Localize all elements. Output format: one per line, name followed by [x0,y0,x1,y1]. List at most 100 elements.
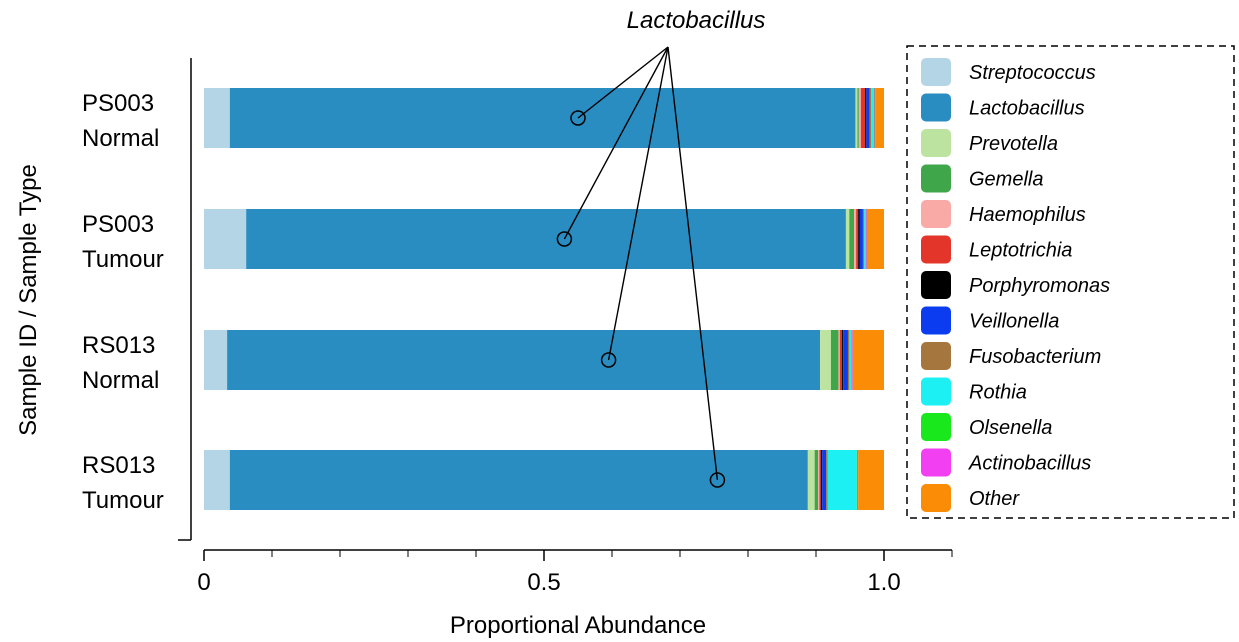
bar-segment-porphyromonas-3 [820,450,823,510]
bar-segment-haemophilus-3 [818,450,820,510]
annotation-leader-line [563,46,669,240]
bar-segment-other-2 [852,330,884,390]
legend-swatch-lactobacillus [921,93,951,122]
x-axis-title: Proportional Abundance [450,612,706,639]
bar-segment-streptococcus-0 [204,88,230,148]
bar-segment-rothia-1 [864,209,866,269]
bar-segment-haemophilus-2 [838,330,840,390]
bar-segment-fusobacterium-3 [826,450,828,510]
bar-segment-olsenella-1 [865,209,867,269]
category-label-id: PS003 [82,211,154,238]
legend-label-veillonella: Veillonella [969,311,1059,333]
bar-segment-lactobacillus-0 [229,88,856,148]
bar-segment-rothia-0 [871,88,874,148]
legend-label-porphyromonas: Porphyromonas [969,275,1110,297]
legend-label-streptococcus: Streptococcus [969,62,1096,84]
legend-label-rothia: Rothia [969,382,1027,404]
category-label-type: Normal [82,367,159,394]
bar-segment-porphyromonas-1 [858,209,860,269]
axes-layer: PS003 Normal PS003 Tumour RS013 Normal RS013 Tu… [82,58,953,596]
x-tick-label: 0 [197,569,210,596]
annotation-leader-line [577,46,669,119]
bar-segment-lactobacillus-1 [246,209,846,269]
legend-swatch-leptotrichia [921,235,951,264]
bar-segment-lactobacillus-2 [227,330,821,390]
legend: Streptococcus Lactobacillus Prevotella Geme… [906,45,1235,519]
annotation-leader-line [667,46,719,481]
legend-swatch-haemophilus [921,200,951,228]
category-label-id: PS003 [82,90,154,117]
bar-segment-leptotrichia-2 [839,330,842,390]
bars-layer [204,88,884,510]
legend-swatch-rothia [921,377,951,406]
category-label-id: RS013 [82,332,155,359]
legend-swatch-prevotella [921,129,951,157]
annotation-marker [570,110,586,126]
bar-segment-porphyromonas-2 [841,330,844,390]
bar-segment-leptotrichia-3 [819,450,821,510]
bar-segment-gemella-1 [849,209,855,269]
annotation-marker [600,352,617,368]
bar-segment-actinobacillus-3 [857,450,859,510]
legend-label-prevotella: Prevotella [969,133,1058,155]
bar-segment-leptotrichia-0 [860,88,865,148]
legend-swatch-veillonella [921,306,951,335]
bar-segment-streptococcus-1 [204,209,247,269]
bar-segment-fusobacterium-0 [869,88,872,148]
category-label-id: RS013 [82,452,155,479]
legend-swatch-fusobacterium [921,342,951,370]
bar-segment-veillonella-0 [866,88,870,148]
bar-segment-haemophilus-0 [858,88,861,148]
legend-swatch-other [921,484,951,512]
x-tick-label: 0.5 [527,569,560,596]
bar-segment-other-3 [858,450,884,510]
annotation-layer [556,46,726,488]
legend-label-olsenella: Olsenella [969,417,1052,439]
bar-segment-olsenella-0 [873,88,875,148]
bar-segment-prevotella-0 [855,88,858,148]
bar-segment-haemophilus-1 [854,209,857,269]
x-tick-label: 1.0 [867,569,900,596]
category-label-type: Tumour [82,487,164,514]
legend-label-other: Other [969,488,1020,510]
bar-segment-veillonella-2 [843,330,848,390]
legend-swatch-porphyromonas [921,271,951,299]
legend-swatch-olsenella [921,413,951,441]
legend-swatch-gemella [921,164,951,193]
annotation-marker [709,472,726,488]
legend-label-fusobacterium: Fusobacterium [969,346,1101,368]
bar-segment-other-0 [875,88,884,148]
annotation-label: Lactobacillus [627,7,766,34]
annotation-leader-line [607,46,669,361]
bar-segment-gemella-3 [814,450,819,510]
bar-segment-fusobacterium-1 [862,209,865,269]
bar-segment-actinobacillus-2 [852,330,853,390]
bar-segment-gemella-2 [830,330,839,390]
bar-segment-olsenella-2 [851,330,853,390]
legend-swatch-actinobacillus [921,448,951,477]
bar-segment-streptococcus-3 [204,450,230,510]
bar-segment-prevotella-2 [820,330,831,390]
bar-segment-streptococcus-2 [204,330,228,390]
bar-segment-lactobacillus-3 [229,450,808,510]
bar-segment-rothia-3 [827,450,857,510]
bar-segment-gemella-0 [857,88,859,148]
bar-segment-veillonella-3 [822,450,827,510]
category-label-type: Tumour [82,246,164,273]
bar-segment-prevotella-3 [807,450,815,510]
category-label-type: Normal [82,125,159,152]
legend-label-leptotrichia: Leptotrichia [969,240,1072,262]
bar-segment-porphyromonas-0 [864,88,867,148]
legend-swatch-streptococcus [921,58,951,86]
y-axis-title: Sample ID / Sample Type [15,164,42,436]
bar-segment-rothia-2 [849,330,852,390]
legend-box [906,45,1235,519]
bar-segment-veillonella-1 [859,209,863,269]
legend-label-lactobacillus: Lactobacillus [969,98,1085,120]
annotation-marker [556,231,573,247]
legend-label-gemella: Gemella [969,169,1043,191]
bar-segment-actinobacillus-1 [866,209,867,269]
bar-segment-fusobacterium-2 [847,330,850,390]
bar-segment-prevotella-1 [845,209,850,269]
